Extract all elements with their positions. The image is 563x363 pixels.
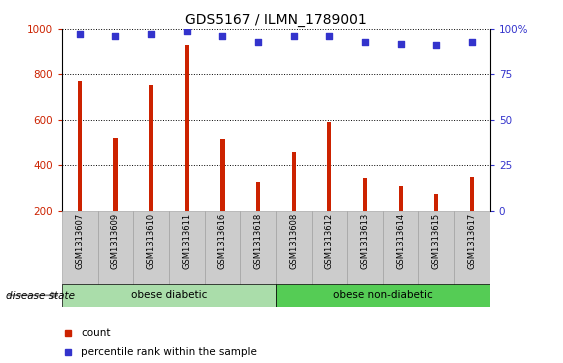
Bar [327,122,332,211]
Text: disease state: disease state [6,291,75,301]
Point [182,28,191,34]
Text: GSM1313609: GSM1313609 [111,213,120,269]
Bar [78,81,82,211]
Title: GDS5167 / ILMN_1789001: GDS5167 / ILMN_1789001 [185,13,367,26]
Bar [418,211,454,285]
Text: count: count [81,328,111,338]
Text: GSM1313617: GSM1313617 [467,213,476,269]
Bar [204,211,240,285]
Point [432,42,441,48]
Text: GSM1313608: GSM1313608 [289,213,298,269]
Bar [311,211,347,285]
Bar [185,45,189,211]
Bar [292,152,296,211]
Text: percentile rank within the sample: percentile rank within the sample [81,347,257,357]
Point [146,32,155,37]
Bar [133,211,169,285]
Bar [62,211,97,285]
Text: GSM1313615: GSM1313615 [432,213,441,269]
Point [253,39,262,45]
Text: obese diabetic: obese diabetic [131,290,207,300]
Bar [470,177,474,211]
Bar [113,138,118,211]
Bar [62,284,276,307]
Bar [220,139,225,211]
Point [396,41,405,46]
Text: GSM1313613: GSM1313613 [360,213,369,269]
Bar [169,211,204,285]
Bar [383,211,418,285]
Bar [454,211,490,285]
Bar [276,284,490,307]
Bar [256,182,260,211]
Point [111,33,120,39]
Bar [240,211,276,285]
Point [75,32,84,37]
Point [218,33,227,39]
Bar [97,211,133,285]
Bar [149,85,153,211]
Bar [276,211,311,285]
Point [325,33,334,39]
Point [467,39,476,45]
Text: GSM1313607: GSM1313607 [75,213,84,269]
Bar [363,178,367,211]
Point [360,39,369,45]
Bar [434,194,439,211]
Text: GSM1313614: GSM1313614 [396,213,405,269]
Text: GSM1313612: GSM1313612 [325,213,334,269]
Text: GSM1313618: GSM1313618 [253,213,262,269]
Text: GSM1313611: GSM1313611 [182,213,191,269]
Text: obese non-diabetic: obese non-diabetic [333,290,433,300]
Bar [399,186,403,211]
Bar [347,211,383,285]
Point [289,33,298,39]
Text: GSM1313610: GSM1313610 [146,213,155,269]
Text: GSM1313616: GSM1313616 [218,213,227,269]
